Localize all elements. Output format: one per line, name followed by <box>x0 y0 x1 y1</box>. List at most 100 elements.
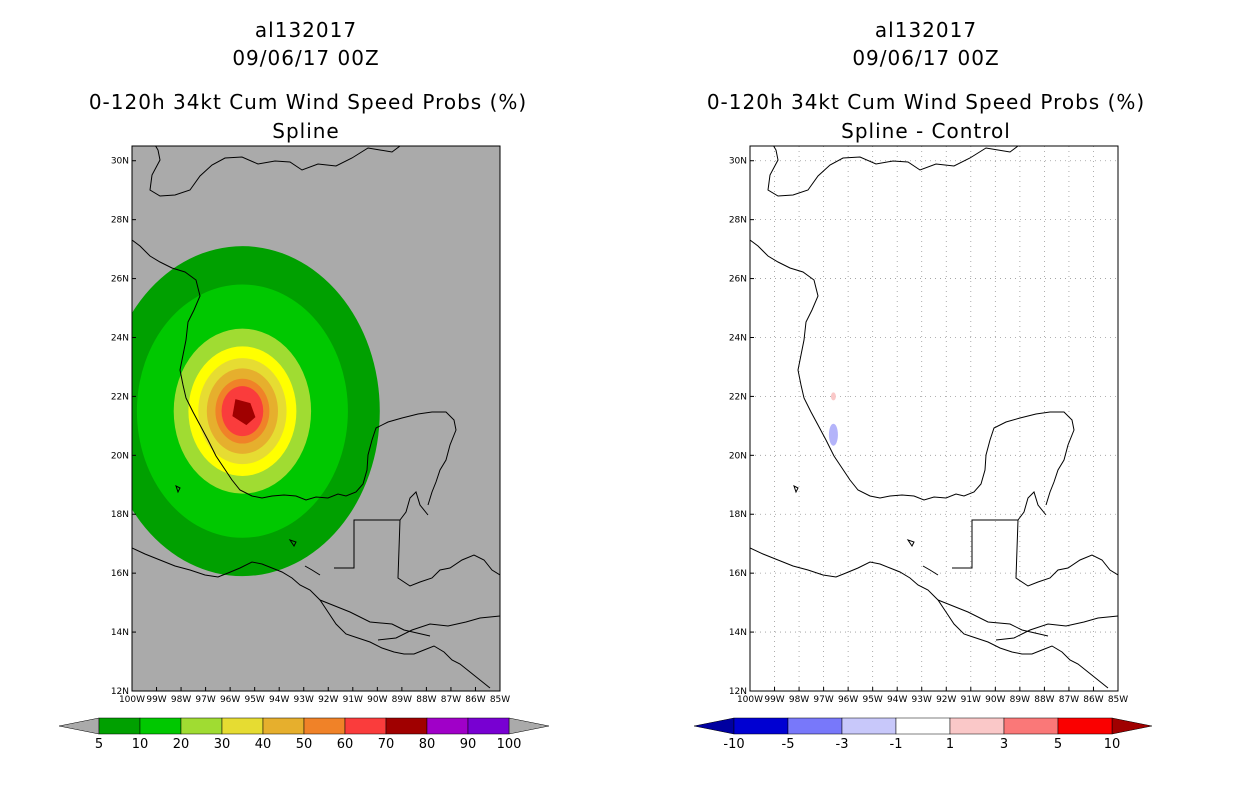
lon-tick-label: 92W <box>318 695 338 705</box>
colorbar-segment <box>895 717 951 735</box>
left-map-frame <box>131 145 501 692</box>
colorbar-label: 3 <box>1000 737 1008 752</box>
colorbar-label: 5 <box>95 737 103 752</box>
lon-tick-label: 98W <box>789 695 809 705</box>
colorbar-label: -3 <box>836 737 849 752</box>
contour-level-90 <box>232 399 256 426</box>
right-subtitle: Spline - Control <box>841 119 1011 143</box>
lat-tick-label: 20N <box>111 451 129 461</box>
left-map-area <box>132 146 500 691</box>
lat-tick-label: 18N <box>729 510 747 520</box>
lon-tick-label: 93W <box>912 695 932 705</box>
colorbar-segment <box>1003 717 1059 735</box>
lon-tick-label: 100W <box>737 695 763 705</box>
lon-tick-label: 94W <box>887 695 907 705</box>
lon-tick-label: 91W <box>961 695 981 705</box>
lon-tick-label: 85W <box>1108 695 1128 705</box>
colorbar-label: 1 <box>946 737 954 752</box>
colorbar-segment <box>303 717 346 735</box>
lat-tick-label: 28N <box>111 216 129 226</box>
lon-tick-label: 96W <box>220 695 240 705</box>
colorbar-label: 20 <box>173 737 190 752</box>
colorbar-segment <box>180 717 223 735</box>
right-storm-id: al132017 <box>874 18 978 42</box>
difference-blob-negative <box>828 423 838 446</box>
colorbar-segment <box>733 717 789 735</box>
colorbar-label: 90 <box>460 737 477 752</box>
left-storm-id: al132017 <box>254 18 358 42</box>
lat-tick-label: 20N <box>729 451 747 461</box>
lat-tick-label: 24N <box>729 333 747 343</box>
left-datetime: 09/06/17 00Z <box>232 46 380 70</box>
lon-tick-label: 92W <box>936 695 956 705</box>
lat-tick-label: 22N <box>111 392 129 402</box>
right-product-title: 0-120h 34kt Cum Wind Speed Probs (%) <box>706 90 1146 114</box>
colorbar-segment <box>344 717 387 735</box>
lat-tick-label: 28N <box>729 216 747 226</box>
colorbar-label: -10 <box>723 737 744 752</box>
lon-tick-label: 88W <box>416 695 436 705</box>
colorbar-label: 100 <box>497 737 522 752</box>
lon-tick-label: 87W <box>441 695 461 705</box>
colorbar-segment <box>426 717 469 735</box>
colorbar-segment <box>1057 717 1113 735</box>
lat-tick-label: 26N <box>111 275 129 285</box>
colorbar-segment <box>787 717 843 735</box>
lon-tick-label: 93W <box>294 695 314 705</box>
left-product-title: 0-120h 34kt Cum Wind Speed Probs (%) <box>88 90 528 114</box>
colorbar-label: 10 <box>1104 737 1121 752</box>
left-colorbar: 5 10 20 30 40 50 60 70 80 90 100 <box>58 717 550 752</box>
lat-tick-label: 26N <box>729 275 747 285</box>
lat-tick-label: 14N <box>729 628 747 638</box>
lon-tick-label: 90W <box>367 695 387 705</box>
colorbar-segment <box>221 717 264 735</box>
lat-tick-label: 16N <box>729 569 747 579</box>
colorbar-label: 80 <box>419 737 436 752</box>
lon-tick-label: 99W <box>764 695 784 705</box>
colorbar-under-triangle <box>58 717 100 735</box>
lon-tick-label: 91W <box>343 695 363 705</box>
lon-tick-label: 97W <box>195 695 215 705</box>
right-axes: 100W 99W 98W 97W 96W 95W 94W 93W 92W 91W 90W 89W 88W… <box>729 157 1128 705</box>
colorbar-label: 30 <box>214 737 231 752</box>
lon-tick-label: 96W <box>838 695 858 705</box>
lon-tick-label: 88W <box>1034 695 1054 705</box>
lat-tick-label: 30N <box>111 157 129 167</box>
lon-tick-label: 86W <box>1083 695 1103 705</box>
colorbar-over-triangle <box>1111 717 1153 735</box>
colorbar-over-triangle <box>508 717 550 735</box>
right-colorbar: -10 -5 -3 -1 1 3 5 10 <box>693 717 1153 752</box>
lon-tick-label: 90W <box>985 695 1005 705</box>
lon-tick-label: 89W <box>1010 695 1030 705</box>
lon-tick-label: 94W <box>269 695 289 705</box>
right-map-frame <box>749 145 1119 692</box>
right-map-background <box>750 146 1118 691</box>
lat-tick-label: 12N <box>729 687 747 697</box>
colorbar-label: -5 <box>782 737 795 752</box>
lon-tick-label: 98W <box>171 695 191 705</box>
right-blobs <box>828 392 838 446</box>
colorbar-segment <box>841 717 897 735</box>
colorbar-label: -1 <box>890 737 903 752</box>
lon-tick-label: 99W <box>146 695 166 705</box>
lat-tick-label: 12N <box>111 687 129 697</box>
right-datetime: 09/06/17 00Z <box>852 46 1000 70</box>
lat-tick-label: 14N <box>111 628 129 638</box>
left-contours <box>132 246 380 577</box>
colorbar-label: 70 <box>378 737 395 752</box>
lon-tick-label: 95W <box>862 695 882 705</box>
colorbar-label: 60 <box>337 737 354 752</box>
colorbar-label: 50 <box>296 737 313 752</box>
colorbar-label: 10 <box>132 737 149 752</box>
colorbar-segment <box>262 717 305 735</box>
lon-tick-label: 86W <box>465 695 485 705</box>
colorbar-under-triangle <box>693 717 735 735</box>
lon-tick-label: 87W <box>1059 695 1079 705</box>
colorbar-segment <box>139 717 182 735</box>
lat-tick-label: 22N <box>729 392 747 402</box>
right-grid <box>750 146 1118 691</box>
right-map-area <box>750 146 1118 691</box>
colorbar-label: 5 <box>1054 737 1062 752</box>
difference-blob-positive <box>830 392 836 401</box>
